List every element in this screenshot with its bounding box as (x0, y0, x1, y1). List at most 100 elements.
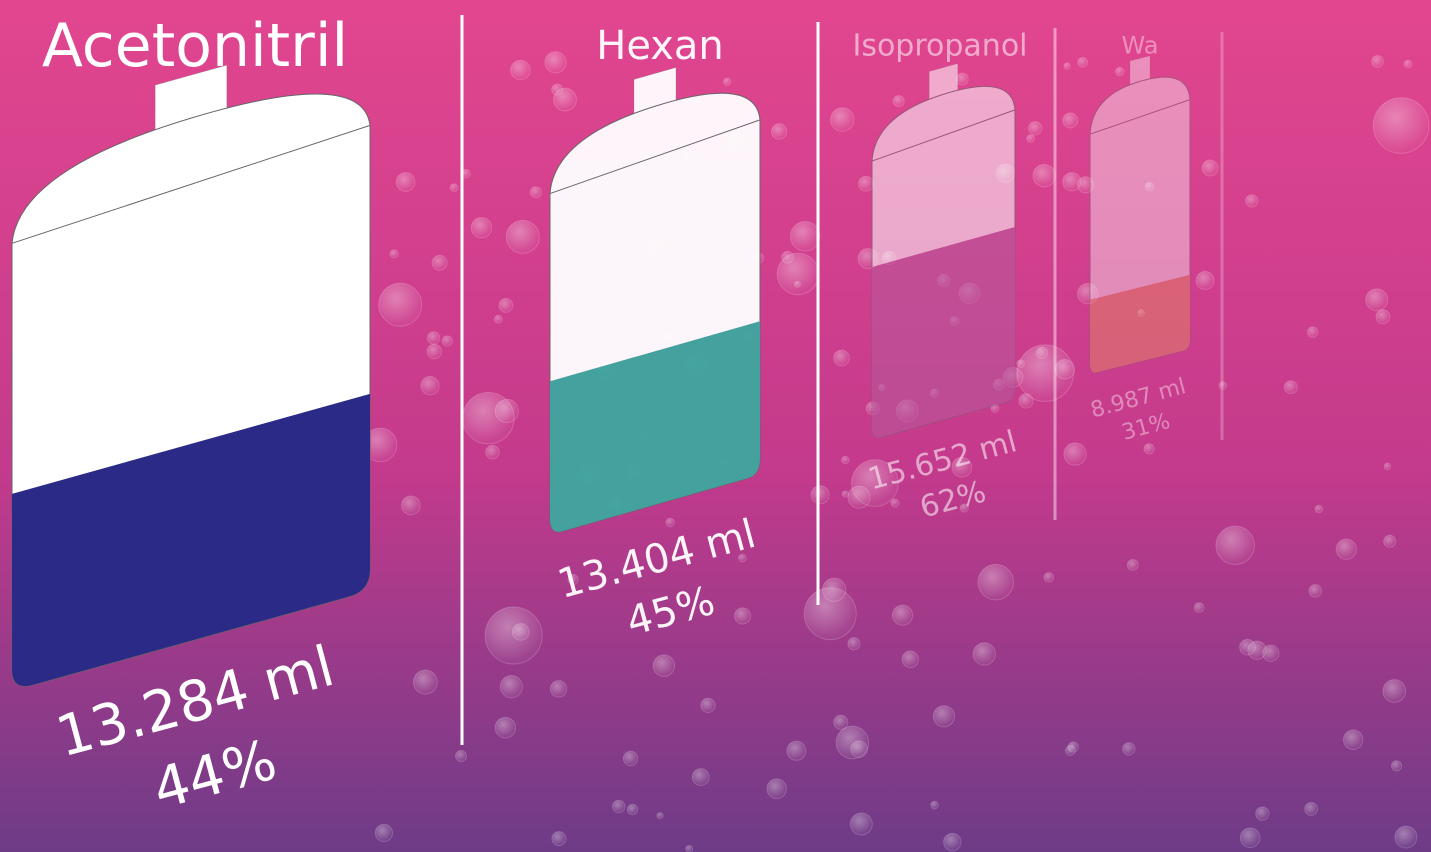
bottle-title: Wa (1122, 31, 1159, 59)
bottle (12, 25, 370, 691)
bubble (1064, 745, 1076, 756)
bubble (770, 123, 788, 140)
bubble (1306, 326, 1319, 338)
bubble (977, 563, 1014, 601)
bubble (656, 812, 664, 820)
bubble (1193, 602, 1205, 613)
bubble (401, 495, 421, 516)
bottle-title: Isopropanol (852, 29, 1027, 64)
bubble (1126, 559, 1139, 571)
bubble (455, 750, 468, 763)
bubble (833, 349, 850, 367)
bubble (723, 77, 732, 86)
bubble (1144, 181, 1155, 192)
bubble (412, 669, 438, 695)
bubble (734, 607, 752, 625)
bubble (426, 331, 441, 345)
bottle-fill (12, 393, 370, 691)
bottle-neck (1130, 56, 1150, 88)
bottle (872, 47, 1016, 440)
bubble (833, 714, 849, 730)
bubble (505, 219, 540, 254)
bubble (1239, 827, 1261, 849)
bubble (544, 51, 567, 74)
bubble (1247, 640, 1267, 660)
bubble (776, 252, 820, 296)
bubble (1218, 381, 1228, 390)
bubble (1195, 270, 1215, 290)
bubble (549, 680, 568, 698)
bubbles (362, 51, 1430, 852)
bubble (1383, 534, 1397, 548)
bubble (449, 183, 459, 192)
bubble (858, 175, 874, 192)
bubble (1016, 344, 1075, 402)
bubble (691, 768, 710, 786)
bubble (665, 517, 675, 528)
bubble (972, 642, 996, 666)
bubble (930, 800, 939, 810)
bubble (420, 376, 440, 396)
bubble (835, 725, 870, 760)
bottle-title: Hexan (596, 23, 724, 69)
bubble (830, 107, 855, 132)
bubble (499, 675, 523, 699)
bubble (1137, 308, 1145, 317)
bubble (511, 623, 530, 641)
bubble (485, 444, 500, 460)
bubble (551, 83, 564, 96)
bubble (1143, 443, 1155, 455)
bubble (612, 799, 626, 814)
bubble (1201, 159, 1219, 177)
bubble (431, 254, 448, 271)
bubble (1077, 56, 1088, 68)
bubble (374, 823, 394, 843)
bubble (1115, 66, 1125, 77)
bubble (626, 803, 639, 816)
bubble (890, 498, 900, 508)
bubble (1390, 760, 1403, 772)
bottle (550, 43, 760, 535)
bubble (1365, 288, 1389, 312)
bubble (470, 217, 493, 239)
bubble (1314, 504, 1324, 514)
bubble (1372, 97, 1430, 154)
bottle-title: Acetonitril (42, 11, 348, 81)
bubble (1028, 121, 1043, 136)
bubble (803, 587, 857, 641)
bubble (494, 716, 517, 739)
bubble (551, 831, 567, 847)
bubble (1245, 194, 1259, 208)
bottle-shoulder (550, 120, 760, 194)
bubble (901, 650, 920, 669)
bottle-body (1090, 69, 1190, 374)
bubble (1063, 62, 1071, 70)
bubble (951, 456, 973, 478)
bubble (378, 282, 423, 327)
bottle (1090, 46, 1190, 375)
bubble (959, 503, 969, 513)
bubble (1062, 172, 1082, 192)
bubble (1382, 679, 1407, 703)
bubble (1026, 134, 1035, 143)
bottle-fill (1090, 274, 1190, 375)
bubble (1335, 538, 1357, 560)
bottle-fill (872, 226, 1016, 440)
bubble (1342, 729, 1364, 750)
bubble (1032, 163, 1056, 188)
bubble (389, 249, 399, 259)
bubble (891, 604, 914, 626)
bubble (1375, 309, 1391, 325)
bubble (498, 298, 514, 313)
bubble (700, 697, 716, 714)
bubble (789, 221, 821, 252)
bubble (1122, 742, 1136, 756)
bubble (1308, 584, 1322, 598)
bubble (1283, 380, 1298, 395)
bubble (685, 844, 694, 852)
bubble (1383, 462, 1392, 471)
bubble (567, 573, 579, 586)
dividers (460, 15, 1224, 745)
